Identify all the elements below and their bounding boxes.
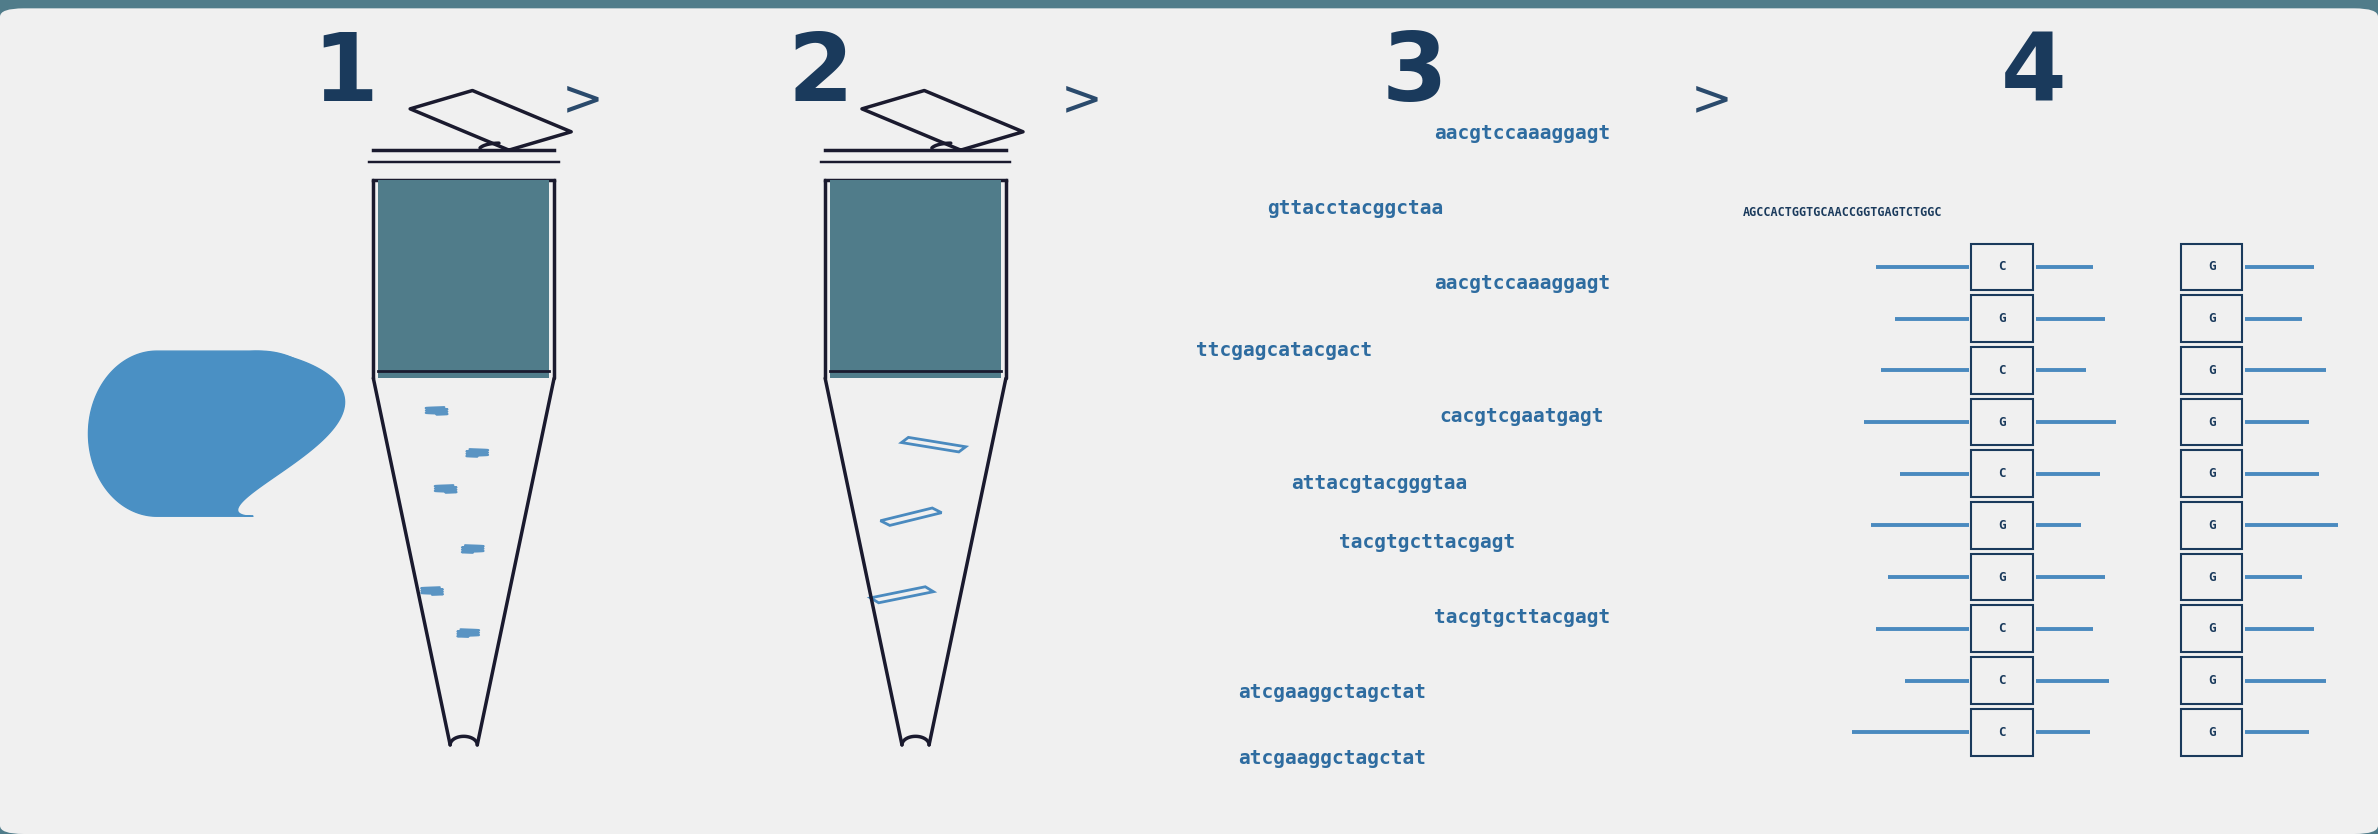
Text: G: G xyxy=(2207,519,2216,532)
Bar xyxy=(1971,502,2033,549)
Bar xyxy=(1971,450,2033,497)
Bar xyxy=(1971,295,2033,342)
Bar xyxy=(2181,502,2242,549)
Polygon shape xyxy=(200,351,319,434)
Bar xyxy=(2181,295,2242,342)
Text: 2: 2 xyxy=(787,29,854,121)
Text: G: G xyxy=(1998,312,2007,325)
Text: gttacctacggctaa: gttacctacggctaa xyxy=(1267,199,1443,218)
Text: C: C xyxy=(1998,260,2007,274)
Text: tacgtgcttacgagt: tacgtgcttacgagt xyxy=(1339,533,1515,551)
Text: >: > xyxy=(1061,76,1103,124)
Text: atcgaaggctagctat: atcgaaggctagctat xyxy=(1237,683,1427,701)
Text: G: G xyxy=(2207,570,2216,584)
Text: G: G xyxy=(2207,726,2216,739)
Text: G: G xyxy=(2207,622,2216,636)
Text: G: G xyxy=(1998,415,2007,429)
Polygon shape xyxy=(830,180,1001,379)
Bar xyxy=(2181,347,2242,394)
Text: G: G xyxy=(2207,260,2216,274)
Text: AGCCACTGGTGCAACCGGTGAGTCTGGC: AGCCACTGGTGCAACCGGTGAGTCTGGC xyxy=(1743,206,1943,219)
Text: attacgtacgggtaa: attacgtacgggtaa xyxy=(1291,475,1467,493)
Text: 3: 3 xyxy=(1382,29,1448,121)
Polygon shape xyxy=(88,351,345,516)
Text: C: C xyxy=(1998,467,2007,480)
Text: aacgtccaaaggagt: aacgtccaaaggagt xyxy=(1434,124,1610,143)
Text: C: C xyxy=(1998,364,2007,377)
Bar xyxy=(1971,347,2033,394)
Bar xyxy=(1971,605,2033,652)
Bar xyxy=(1971,554,2033,600)
Bar xyxy=(2181,657,2242,704)
Text: atcgaaggctagctat: atcgaaggctagctat xyxy=(1237,750,1427,768)
Text: aacgtccaaaggagt: aacgtccaaaggagt xyxy=(1434,274,1610,293)
Bar xyxy=(2181,605,2242,652)
Text: G: G xyxy=(1998,519,2007,532)
Text: G: G xyxy=(2207,364,2216,377)
Text: >: > xyxy=(561,76,604,124)
Text: 1: 1 xyxy=(312,29,378,121)
Text: G: G xyxy=(2207,467,2216,480)
Bar xyxy=(2181,709,2242,756)
Bar xyxy=(2181,399,2242,445)
FancyBboxPatch shape xyxy=(0,8,2378,834)
Text: >: > xyxy=(1691,76,1734,124)
Text: 4: 4 xyxy=(2000,29,2066,121)
Bar xyxy=(1971,709,2033,756)
Bar xyxy=(1971,244,2033,290)
Text: C: C xyxy=(1998,674,2007,687)
Text: ttcgagcatacgact: ttcgagcatacgact xyxy=(1196,341,1372,359)
Text: C: C xyxy=(1998,622,2007,636)
Text: G: G xyxy=(2207,674,2216,687)
Bar xyxy=(1971,657,2033,704)
Bar xyxy=(2181,244,2242,290)
Text: G: G xyxy=(1998,570,2007,584)
Polygon shape xyxy=(378,180,549,379)
Text: G: G xyxy=(2207,312,2216,325)
Text: G: G xyxy=(2207,415,2216,429)
Bar xyxy=(2181,554,2242,600)
Text: tacgtgcttacgagt: tacgtgcttacgagt xyxy=(1434,608,1610,626)
Text: C: C xyxy=(1998,726,2007,739)
Bar xyxy=(2181,450,2242,497)
Bar xyxy=(1971,399,2033,445)
Text: cacgtcgaatgagt: cacgtcgaatgagt xyxy=(1439,408,1605,426)
